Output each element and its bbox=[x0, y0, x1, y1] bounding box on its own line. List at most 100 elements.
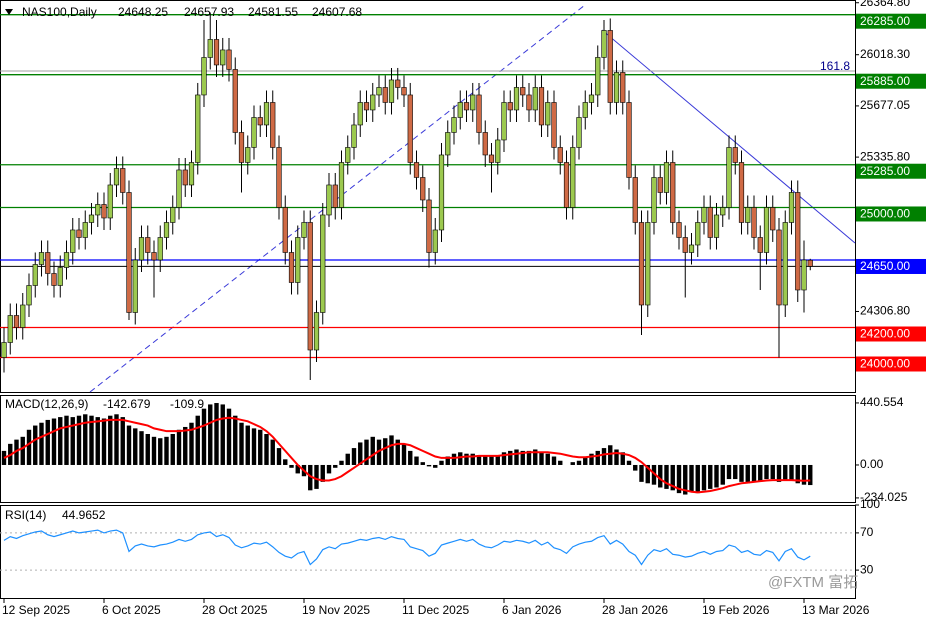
rsi-tick-label: 30 bbox=[860, 562, 874, 576]
y-tick-label: 26364.80 bbox=[860, 0, 910, 9]
candle-body bbox=[470, 94, 476, 111]
candle-body bbox=[263, 102, 270, 126]
x-tick-label: 6 Oct 2025 bbox=[102, 603, 161, 617]
candle-body bbox=[570, 147, 576, 208]
candle-body bbox=[363, 102, 370, 111]
candle-body bbox=[745, 207, 751, 223]
y-tick-label: 26018.30 bbox=[860, 47, 910, 61]
candle-body bbox=[238, 132, 245, 163]
macd-bar bbox=[708, 464, 713, 489]
macd-bar bbox=[483, 456, 488, 465]
level-label-box bbox=[856, 163, 926, 179]
macd-bar bbox=[376, 439, 382, 465]
macd-bar bbox=[220, 404, 225, 465]
macd-bar bbox=[26, 429, 32, 465]
macd-bar bbox=[433, 464, 438, 468]
candle-body bbox=[638, 222, 645, 306]
candle-body bbox=[651, 177, 657, 223]
candle-body bbox=[401, 87, 407, 96]
candle-body bbox=[507, 102, 513, 111]
macd-bar bbox=[695, 464, 700, 494]
x-tick-label: 11 Dec 2025 bbox=[402, 603, 469, 617]
macd-bar bbox=[426, 464, 432, 467]
macd-bar bbox=[151, 436, 157, 465]
candle-body bbox=[326, 184, 332, 216]
candle-body bbox=[7, 315, 13, 343]
candle-body bbox=[95, 204, 101, 216]
macd-bar bbox=[89, 415, 94, 465]
macd-bar bbox=[458, 452, 463, 465]
candle-body bbox=[488, 154, 495, 163]
macd-bar bbox=[333, 464, 338, 468]
candle-body bbox=[582, 102, 588, 118]
macd-bar bbox=[745, 464, 750, 484]
candle-body bbox=[476, 94, 482, 133]
macd-bar bbox=[201, 408, 207, 465]
candle-body bbox=[176, 169, 182, 208]
candle-body bbox=[513, 87, 520, 111]
candle-body bbox=[807, 259, 813, 267]
candle-body bbox=[801, 259, 807, 291]
candle-body bbox=[345, 147, 351, 163]
macd-bar bbox=[658, 464, 663, 488]
candle-body bbox=[26, 285, 32, 306]
candle-body bbox=[382, 87, 388, 103]
macd-bar bbox=[770, 464, 775, 480]
macd-bar bbox=[633, 464, 638, 471]
x-tick-label: 19 Nov 2025 bbox=[302, 603, 370, 617]
candle-body bbox=[88, 214, 95, 223]
candle-body bbox=[113, 168, 120, 186]
macd-bar bbox=[133, 428, 138, 465]
candle-body bbox=[501, 102, 507, 141]
candle-body bbox=[1, 342, 7, 358]
candle-body bbox=[170, 207, 176, 223]
candle-body bbox=[226, 49, 232, 70]
rsi-tick-label: 70 bbox=[860, 525, 874, 539]
macd-signal bbox=[3, 416, 811, 494]
candle-body bbox=[763, 207, 770, 253]
x-tick-label: 19 Feb 2026 bbox=[702, 603, 770, 617]
macd-bar bbox=[533, 449, 538, 465]
level-label: 24650.00 bbox=[860, 259, 910, 273]
candle-body bbox=[407, 94, 413, 163]
macd-bar bbox=[689, 464, 694, 492]
macd-bar bbox=[676, 464, 682, 494]
macd-bar bbox=[258, 429, 263, 465]
candle-body bbox=[276, 147, 282, 208]
menu-arrow[interactable] bbox=[5, 9, 13, 15]
macd-bar bbox=[714, 464, 719, 488]
macd-tick-label: 440.554 bbox=[860, 395, 904, 409]
candle-body bbox=[795, 192, 801, 291]
macd-bar bbox=[20, 436, 25, 465]
candle-body bbox=[76, 229, 82, 238]
candle-body bbox=[726, 147, 732, 208]
macd-bar bbox=[270, 439, 275, 465]
macd-bar bbox=[639, 464, 644, 482]
macd-bar bbox=[476, 455, 482, 465]
candle-body bbox=[120, 168, 126, 193]
candle-body bbox=[720, 207, 726, 216]
candle-body bbox=[13, 315, 20, 328]
macd-bar bbox=[158, 438, 163, 465]
macd-bar bbox=[145, 433, 150, 465]
macd-bar bbox=[83, 414, 88, 465]
macd-bar bbox=[464, 453, 469, 465]
candle-body bbox=[107, 184, 113, 219]
level-label-box bbox=[856, 73, 926, 89]
macd-bar bbox=[120, 417, 125, 465]
candle-body bbox=[707, 207, 713, 238]
x-tick-label: 6 Jan 2026 bbox=[502, 603, 562, 617]
macd-bar bbox=[539, 452, 544, 465]
main-panel bbox=[0, 0, 856, 393]
macd-bar bbox=[395, 439, 400, 465]
macd-bar bbox=[620, 452, 625, 465]
candle-body bbox=[307, 222, 313, 351]
macd-bar bbox=[114, 414, 119, 465]
candle-body bbox=[595, 57, 601, 96]
candle-body bbox=[32, 264, 38, 286]
macd-bar bbox=[264, 433, 269, 465]
candle-body bbox=[776, 229, 782, 306]
candle-body bbox=[657, 177, 663, 193]
macd-bar bbox=[189, 422, 194, 465]
candle-body bbox=[220, 49, 226, 66]
